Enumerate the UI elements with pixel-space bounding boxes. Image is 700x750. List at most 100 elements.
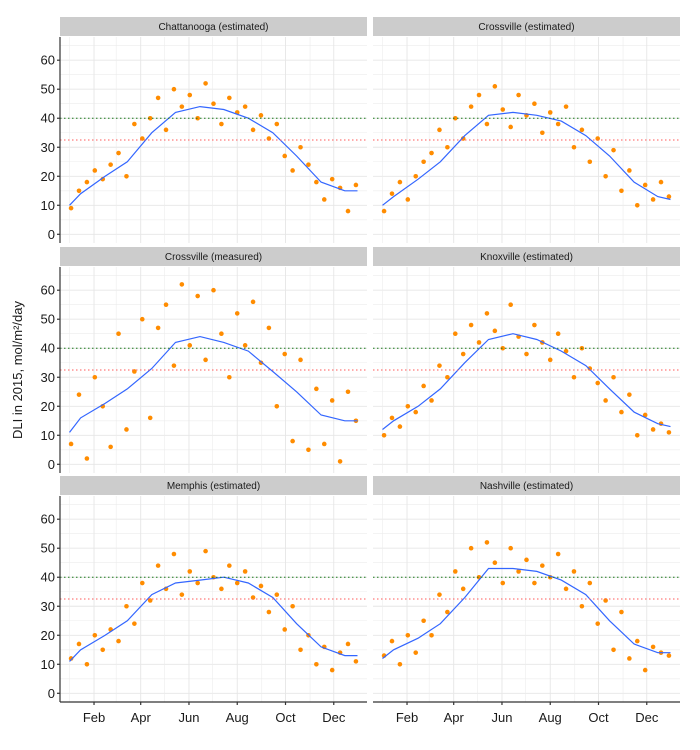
data-point <box>571 374 577 380</box>
data-point <box>429 632 434 638</box>
data-point <box>353 659 359 664</box>
x-tick-label: Dec <box>635 710 659 725</box>
y-tick-label: 20 <box>41 169 55 184</box>
data-point <box>413 409 419 415</box>
y-tick-label: 10 <box>41 198 55 213</box>
data-point <box>405 403 411 409</box>
data-point <box>484 121 490 127</box>
data-point <box>508 302 513 308</box>
data-point <box>227 563 232 568</box>
data-point <box>337 459 343 464</box>
data-point <box>179 282 185 287</box>
data-point <box>547 110 553 115</box>
y-tick-label: 40 <box>41 570 55 585</box>
data-point <box>627 392 632 397</box>
data-point <box>108 162 113 167</box>
data-point <box>571 569 577 574</box>
data-point <box>468 104 474 109</box>
data-point <box>429 398 434 403</box>
data-point <box>642 412 648 418</box>
facet-title: Memphis (estimated) <box>167 481 260 492</box>
y-tick-label: 40 <box>41 111 55 126</box>
data-point <box>468 322 474 328</box>
data-point <box>595 621 601 626</box>
data-point <box>139 316 145 322</box>
data-point <box>397 179 403 185</box>
data-point <box>155 325 161 331</box>
data-point <box>298 144 303 150</box>
data-point <box>650 427 656 432</box>
data-point <box>579 127 585 133</box>
data-point <box>476 92 482 98</box>
data-point <box>547 357 553 363</box>
data-point <box>421 383 426 389</box>
data-point <box>437 363 442 368</box>
data-point <box>290 168 295 173</box>
y-tick-label: 50 <box>41 82 55 97</box>
data-point <box>650 197 656 202</box>
x-tick-label: Aug <box>539 710 562 725</box>
data-point <box>266 136 272 141</box>
data-point <box>306 447 311 453</box>
data-point <box>314 661 319 667</box>
y-tick-label: 60 <box>41 283 55 298</box>
data-point <box>611 647 616 653</box>
data-point <box>571 144 577 150</box>
data-point <box>611 374 616 380</box>
data-point <box>274 592 280 597</box>
data-point <box>634 432 640 438</box>
facet-title: Chattanooga (estimated) <box>158 22 268 33</box>
panel-memphis-estimated: Memphis (estimated) 0 10 20 30 40 50 60 Feb Apr Ju… <box>41 476 367 725</box>
data-point <box>219 121 224 127</box>
data-point <box>524 351 529 357</box>
y-tick-label: 60 <box>41 512 55 527</box>
data-point <box>92 632 98 638</box>
data-point <box>298 357 303 363</box>
data-point <box>468 545 474 551</box>
data-point <box>603 398 608 403</box>
data-point <box>460 351 466 357</box>
data-point <box>445 144 450 150</box>
data-point <box>139 580 145 586</box>
data-point <box>195 580 200 586</box>
data-point <box>329 176 335 182</box>
data-point <box>124 427 129 432</box>
data-point <box>321 197 327 202</box>
data-point <box>250 299 256 305</box>
x-tick-label: Oct <box>588 710 609 725</box>
data-point <box>452 569 458 574</box>
panel-crossville-measured: Crossville (measured) 0 10 20 30 40 50 60 <box>41 247 367 473</box>
data-point <box>92 168 98 173</box>
data-point <box>290 438 295 444</box>
data-point <box>329 667 335 673</box>
data-point <box>603 598 608 603</box>
data-point <box>187 92 193 98</box>
panel-knoxville-estimated: Knoxville (estimated) <box>373 247 680 473</box>
data-point <box>250 595 256 600</box>
facet-title: Crossville (estimated) <box>478 22 574 33</box>
data-point <box>595 380 601 386</box>
y-tick-label: 20 <box>41 628 55 643</box>
data-point <box>266 609 272 615</box>
data-point <box>84 456 90 461</box>
data-point <box>452 115 458 121</box>
data-point <box>540 563 545 568</box>
data-point <box>132 621 137 626</box>
smooth-line <box>382 333 671 430</box>
y-tick-label: 60 <box>41 53 55 68</box>
data-point <box>187 569 193 574</box>
data-point <box>579 603 585 609</box>
data-point <box>195 115 200 121</box>
data-point <box>587 580 593 586</box>
data-point <box>413 650 419 655</box>
facet-title: Nashville (estimated) <box>480 481 573 492</box>
data-point <box>258 360 264 366</box>
data-point <box>345 389 351 395</box>
facet-strip <box>60 17 367 36</box>
data-point <box>242 104 248 109</box>
data-point <box>234 580 240 586</box>
y-tick-label: 0 <box>48 227 55 242</box>
data-point <box>203 81 208 86</box>
facet-title: Crossville (measured) <box>165 252 262 263</box>
